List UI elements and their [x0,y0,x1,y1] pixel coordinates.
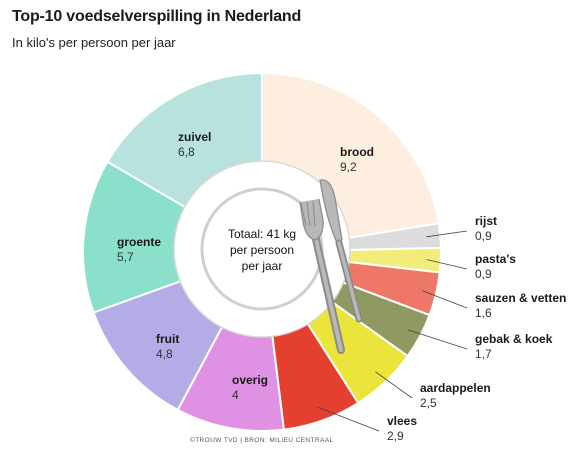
slice-label-sauzen-vetten: sauzen & vetten [475,291,566,305]
slice-value-brood: 9,2 [340,160,357,174]
center-label-line-3: per jaar [242,259,283,273]
slice-label-zuivel: zuivel [178,130,211,144]
chart-title: Top-10 voedselverspilling in Nederland [12,8,302,25]
slice-value-pasta-s: 0,9 [475,267,492,281]
leader-line-rijst [426,230,468,238]
slice-label-groente: groente [117,235,161,249]
knife-icon [319,179,363,323]
leader-line-gebak-koek [407,329,468,350]
slice-label-brood: brood [340,145,374,159]
slice-label-vlees: vlees [387,414,417,428]
leader-line-vlees [317,406,380,432]
slice-value-aardappelen: 2,5 [420,396,437,410]
slice-value-fruit: 4,8 [156,347,173,361]
chart-subtitle: In kilo's per persoon per jaar [12,35,176,50]
leader-line-group [317,230,468,432]
slice-value-gebak-koek: 1,7 [475,347,492,361]
center-label: Totaal: 41 kg per persoon per jaar [228,227,296,273]
slice-value-zuivel: 6,8 [178,145,195,159]
slice-label-overig: overig [232,373,268,387]
slice-groente [82,160,265,314]
slice-label-pasta-s: pasta's [475,252,516,266]
source-credit: ©TROUW TVD | BRON: MILIEU CENTRAAL [190,437,334,444]
slice-label-gebak-koek: gebak & koek [475,332,553,346]
center-label-line-1: Totaal: 41 kg [228,227,296,241]
slice-value-overig: 4 [232,388,239,402]
slice-value-sauzen-vetten: 1,6 [475,306,492,320]
leader-line-aardappelen [375,371,413,399]
leader-line-pasta-s [426,259,468,270]
fork-icon [299,198,345,354]
slice-label-rijst: rijst [475,214,497,228]
slice-label-fruit: fruit [156,332,179,346]
slice-label-aardappelen: aardappelen [420,381,491,395]
center-label-line-2: per persoon [230,243,294,257]
slice-value-groente: 5,7 [117,250,134,264]
leader-line-sauzen-vetten [422,290,468,309]
slice-value-rijst: 0,9 [475,229,492,243]
slice-value-vlees: 2,9 [387,429,404,443]
